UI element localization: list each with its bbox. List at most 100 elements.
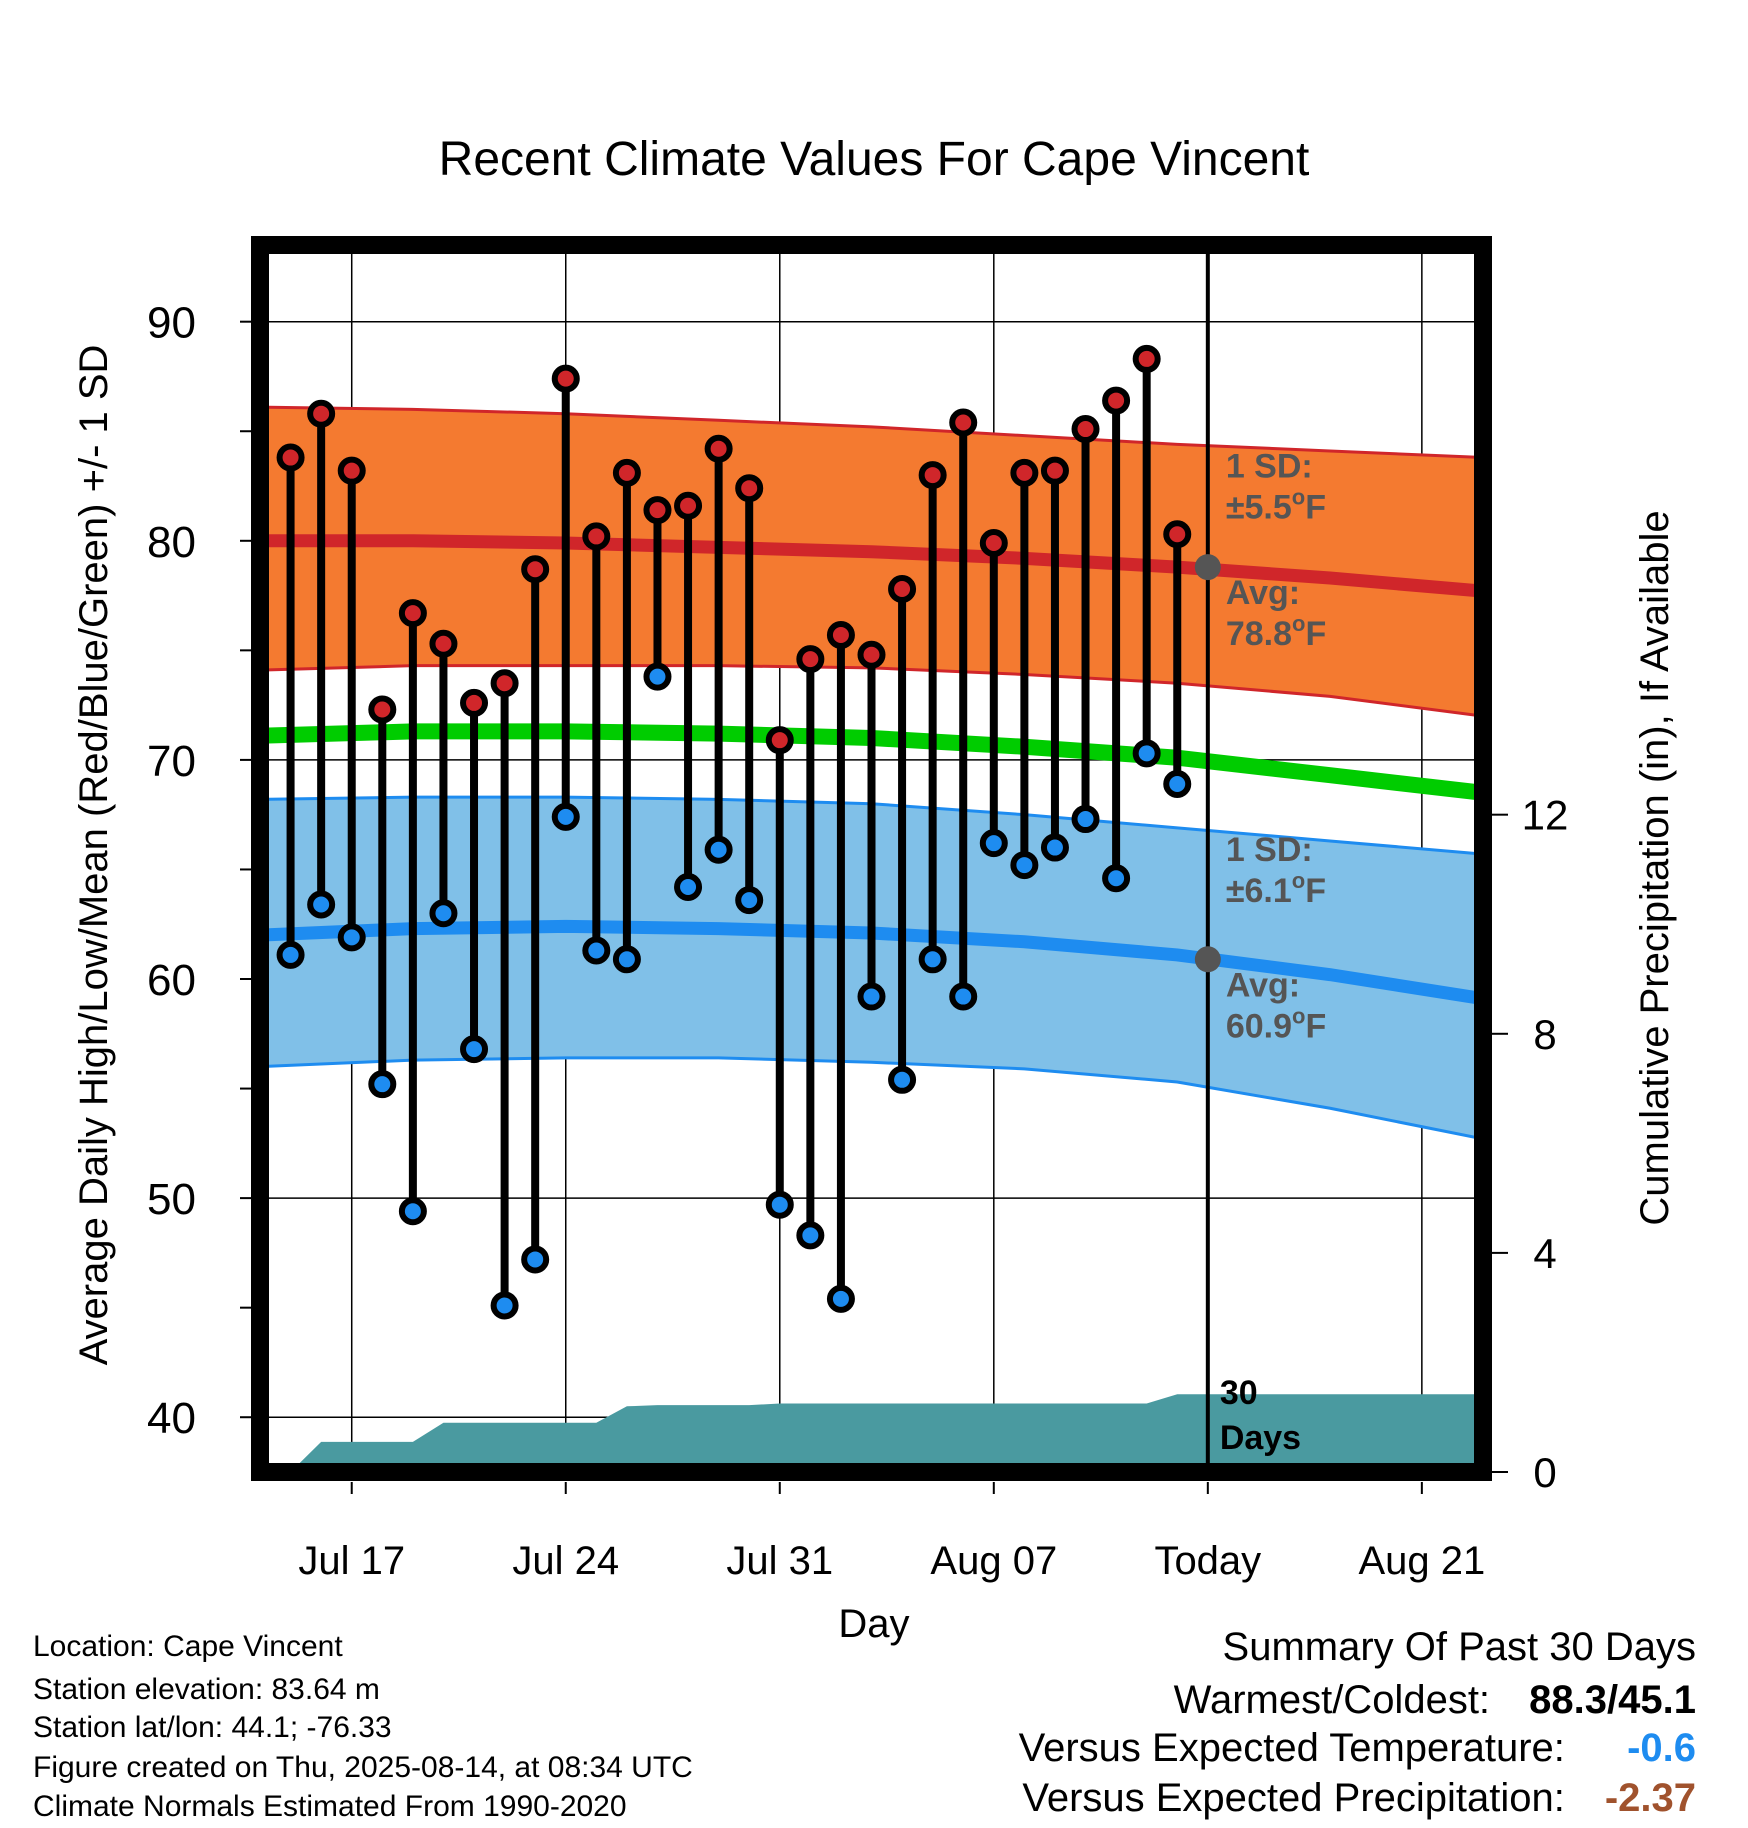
high-point (1071, 415, 1100, 444)
high-point (368, 695, 397, 724)
y-tick-label: 70 (147, 737, 196, 786)
high-point (429, 629, 458, 658)
high-point (918, 461, 947, 490)
high-point (307, 399, 336, 428)
high-point (521, 555, 550, 584)
y2-axis-label: Cumulative Precipitation (in), If Availa… (1633, 510, 1677, 1225)
high-point (1010, 458, 1039, 487)
low-point (276, 940, 305, 969)
y-tick-label: 60 (147, 956, 196, 1005)
info-normals: Climate Normals Estimated From 1990-2020 (33, 1790, 627, 1823)
low-point (582, 936, 611, 965)
low-point (826, 1284, 855, 1313)
high-point (337, 456, 366, 485)
high-point (1163, 520, 1192, 549)
low-sd-label: 1 SD: (1226, 831, 1313, 869)
summary-precip-label: Versus Expected Precipitation: (1022, 1776, 1565, 1820)
low-point (979, 829, 1008, 858)
info-created: Figure created on Thu, 2025-08-14, at 08… (33, 1751, 693, 1784)
high-point (796, 645, 825, 674)
high-point (551, 364, 580, 393)
low-point (643, 662, 672, 691)
low-point (398, 1197, 427, 1226)
high-point (490, 669, 519, 698)
low-point (765, 1190, 794, 1219)
high-point (460, 688, 489, 717)
high-point (276, 443, 305, 472)
today-label-top: 30 (1220, 1374, 1258, 1412)
low-point (857, 982, 886, 1011)
low-point (460, 1035, 489, 1064)
low-point (490, 1291, 519, 1320)
precip-area (260, 1394, 1483, 1472)
summary-precip-value: -2.37 (1604, 1776, 1696, 1820)
high-point (1102, 386, 1131, 415)
summary-warm-cold-label: Warmest/Coldest: (1173, 1678, 1491, 1722)
high-avg-value: 78.8oF (1226, 611, 1326, 653)
x-tick-label: Aug 21 (1358, 1539, 1485, 1583)
low-point (1132, 739, 1161, 768)
low-point (796, 1221, 825, 1250)
low-point (918, 945, 947, 974)
summary-temp-label: Versus Expected Temperature: (1018, 1726, 1565, 1770)
y2-tick-label: 0 (1533, 1449, 1556, 1496)
x-tick-label: Jul 24 (512, 1539, 619, 1583)
high-point (826, 621, 855, 650)
high-point (643, 496, 672, 525)
low-point (949, 982, 978, 1011)
x-tick-label: Today (1154, 1539, 1261, 1583)
y-tick-label: 40 (147, 1394, 196, 1443)
low-point (1163, 770, 1192, 799)
high-sd-value: ±5.5oF (1226, 484, 1326, 526)
high-point (765, 726, 794, 755)
y-axis-label: Average Daily High/Low/Mean (Red/Blue/Gr… (72, 345, 116, 1366)
low-point (1071, 805, 1100, 834)
info-elevation: Station elevation: 83.64 m (33, 1673, 380, 1706)
low-point (888, 1065, 917, 1094)
low-point (521, 1245, 550, 1274)
high-point (979, 528, 1008, 557)
low-point (429, 899, 458, 928)
summary-title: Summary Of Past 30 Days (1222, 1625, 1696, 1669)
high-point (949, 408, 978, 437)
y-tick-label: 80 (147, 518, 196, 567)
low-point (735, 886, 764, 915)
plot-frame (251, 236, 1492, 1481)
low-sd-value: ±6.1oF (1226, 868, 1326, 910)
y-tick-label: 90 (147, 299, 196, 348)
summary-temperature: Versus Expected Temperature: -0.6 (1019, 1728, 1696, 1768)
low-avg-marker (1194, 946, 1221, 973)
low-avg-label: Avg: (1226, 966, 1300, 1004)
low-point (337, 923, 366, 952)
summary-warm-cold-value: 88.3/45.1 (1529, 1678, 1696, 1722)
y2-tick-label: 4 (1533, 1230, 1556, 1277)
high-point (398, 599, 427, 628)
low-point (368, 1070, 397, 1099)
high-point (612, 458, 641, 487)
summary-warm-cold: Warmest/Coldest: 88.3/45.1 (1174, 1680, 1696, 1720)
high-point (704, 434, 733, 463)
high-avg-marker (1194, 554, 1221, 581)
high-point (674, 491, 703, 520)
high-avg-label: Avg: (1226, 574, 1300, 612)
info-location: Location: Cape Vincent (33, 1630, 343, 1663)
low-point (1102, 864, 1131, 893)
high-point (582, 522, 611, 551)
y2-tick-label: 8 (1533, 1011, 1556, 1058)
high-point (1040, 456, 1069, 485)
high-sd-label: 1 SD: (1226, 447, 1313, 485)
low-point (612, 945, 641, 974)
high-upper-edge (260, 405, 1483, 460)
low-point (307, 890, 336, 919)
summary-temp-value: -0.6 (1627, 1726, 1696, 1770)
low-avg-value: 60.9oF (1226, 1003, 1326, 1045)
low-point (674, 872, 703, 901)
high-normal-line (260, 534, 1483, 598)
x-tick-label: Jul 31 (726, 1539, 833, 1583)
today-label-bottom: Days (1220, 1419, 1301, 1457)
low-point (551, 802, 580, 831)
high-point (735, 474, 764, 503)
